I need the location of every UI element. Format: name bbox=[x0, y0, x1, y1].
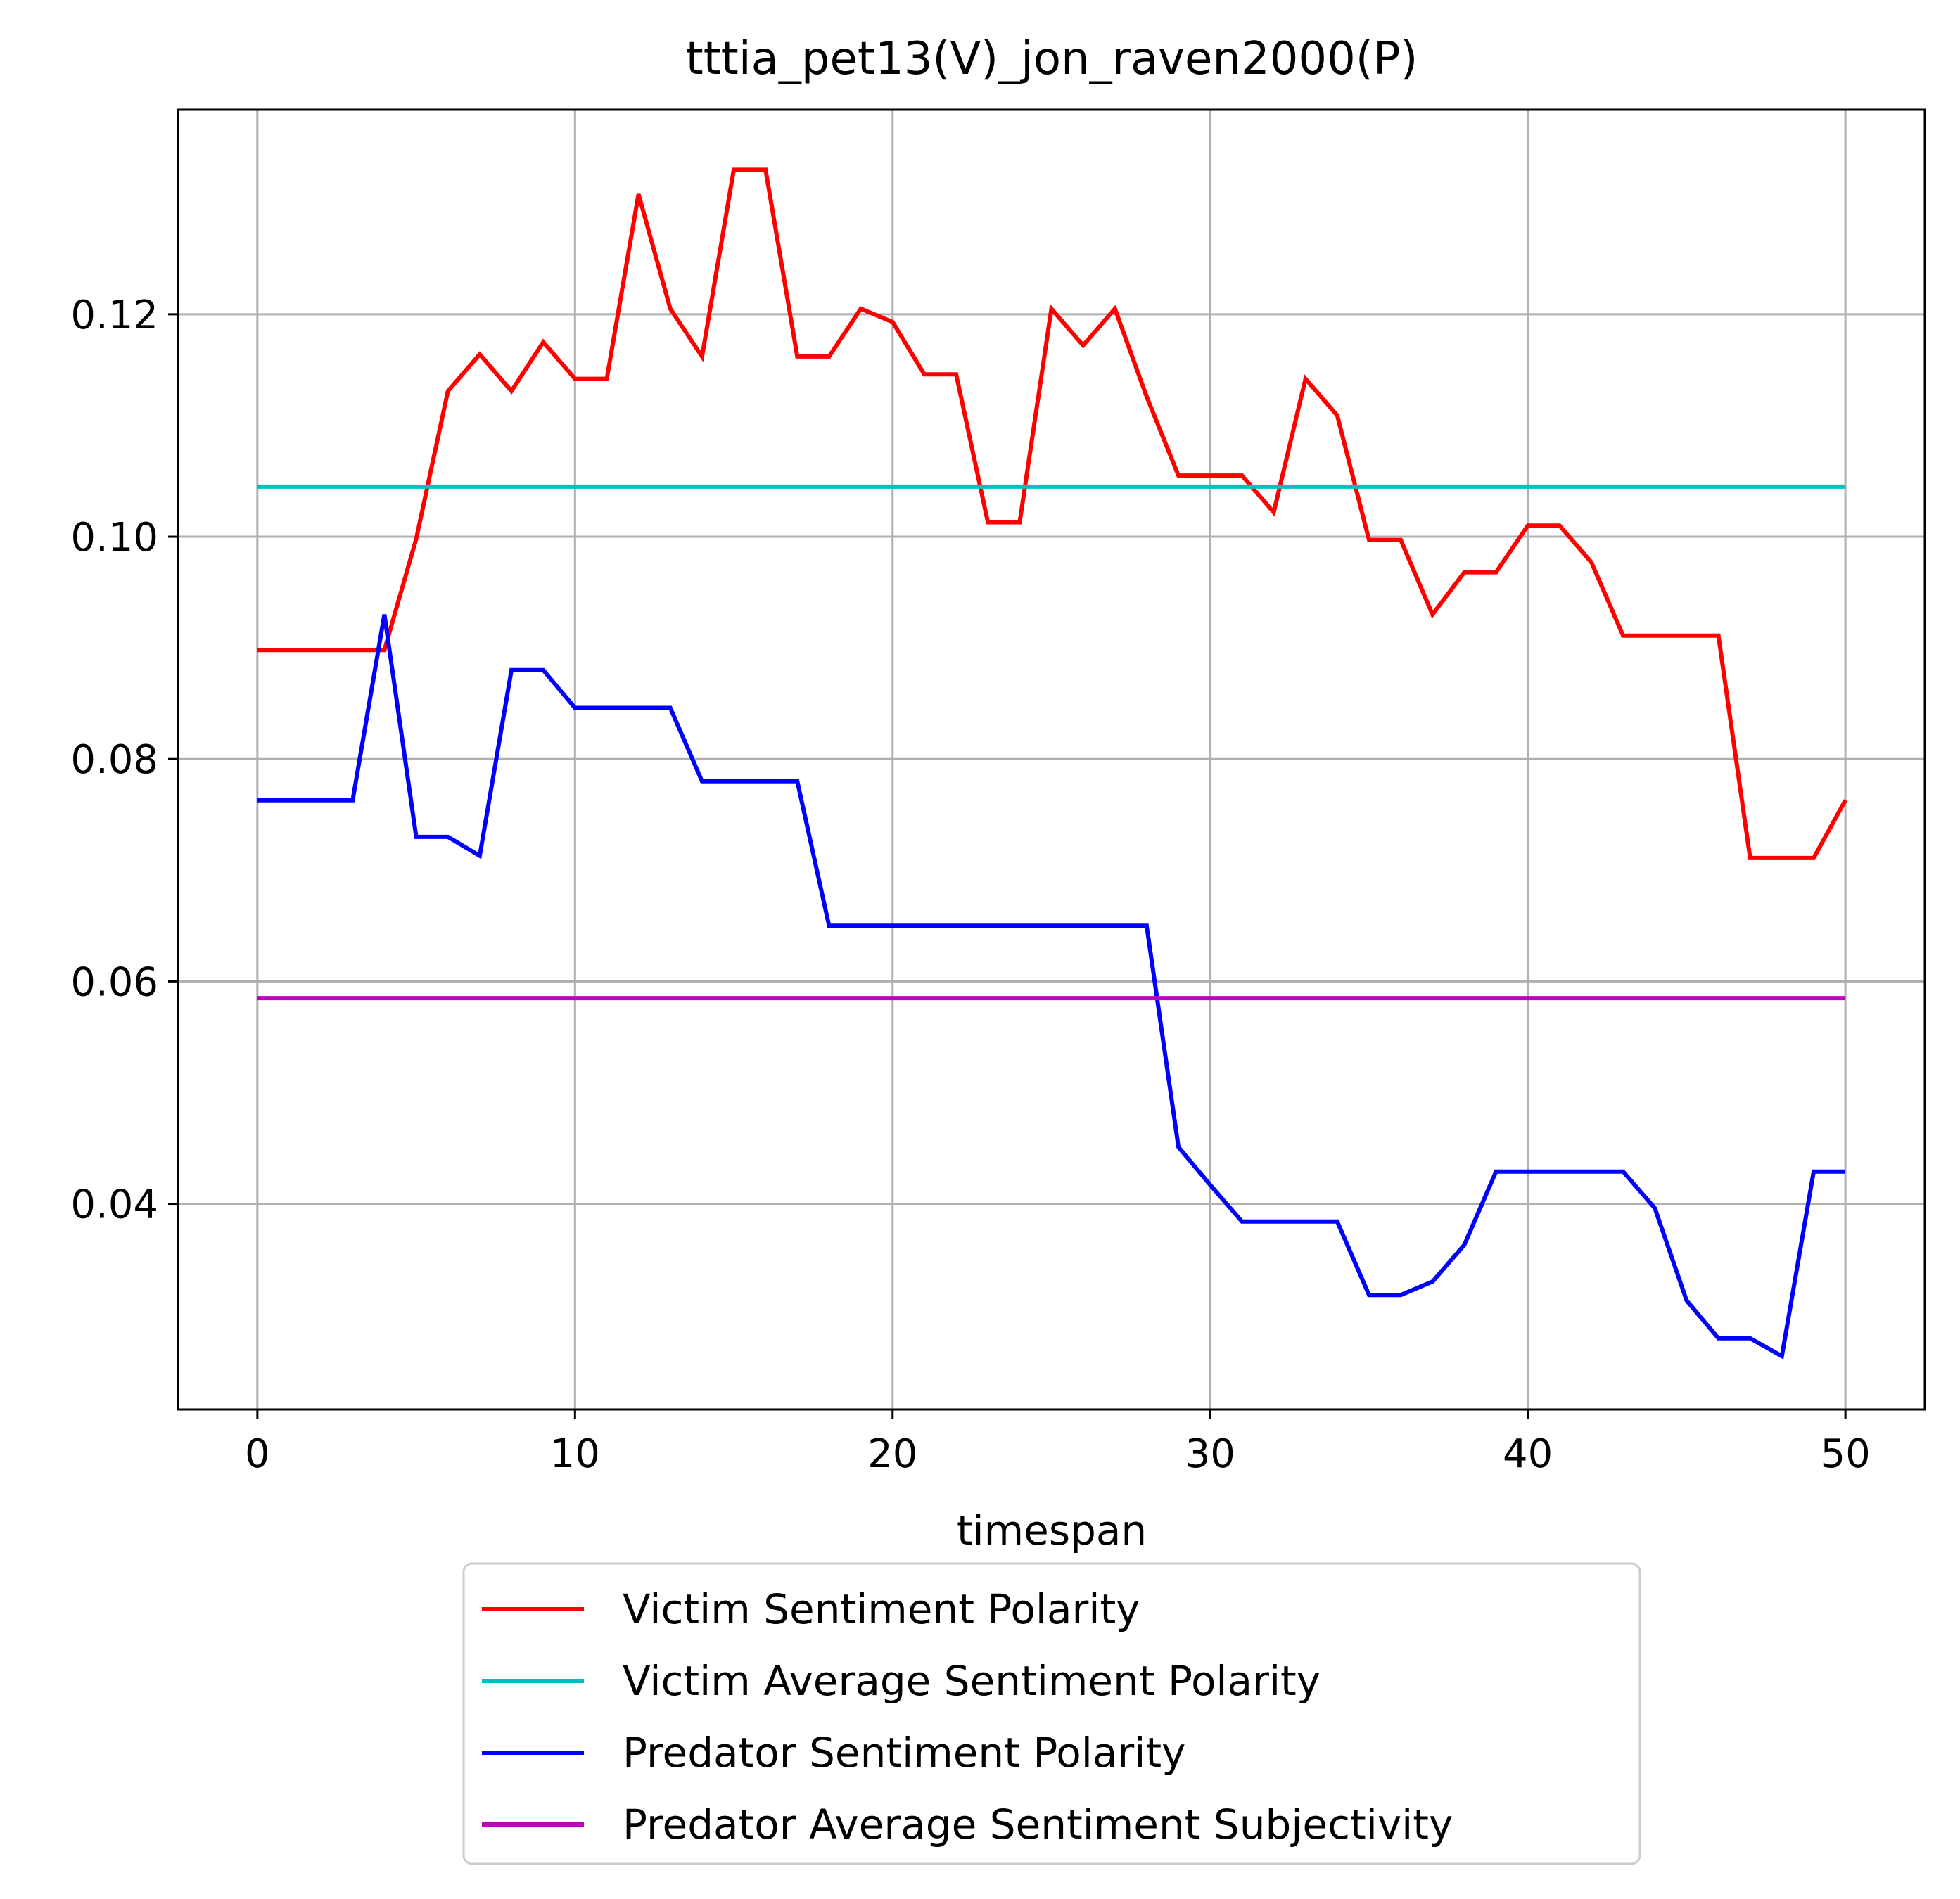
chart-title: tttia_pet13(V)_jon_raven2000(P) bbox=[686, 33, 1418, 85]
x-tick-label: 30 bbox=[1185, 1431, 1235, 1477]
y-tick-label: 0.10 bbox=[70, 515, 158, 561]
x-tick-label: 0 bbox=[245, 1431, 270, 1477]
x-tick-label: 10 bbox=[550, 1431, 600, 1477]
legend-items: Victim Sentiment Polarity Victim Average … bbox=[482, 1585, 1453, 1848]
x-tick-label: 50 bbox=[1821, 1431, 1871, 1477]
y-tick-label: 0.08 bbox=[70, 737, 158, 783]
legend: Victim Sentiment Polarity Victim Average … bbox=[462, 1562, 1641, 1865]
x-tick-label: 20 bbox=[867, 1431, 917, 1477]
x-axis-label: timespan bbox=[957, 1507, 1147, 1554]
series-line-3 bbox=[257, 614, 1846, 1360]
y-axis-ticks: 0.04 0.06 0.08 0.10 0.12 bbox=[70, 293, 178, 1228]
x-tick-label: 40 bbox=[1503, 1431, 1553, 1477]
legend-label: Victim Sentiment Polarity bbox=[623, 1585, 1140, 1633]
legend-frame bbox=[462, 1562, 1641, 1865]
y-tick-label: 0.06 bbox=[70, 959, 158, 1005]
legend-label: Predator Average Sentiment Subjectivity bbox=[623, 1801, 1453, 1848]
y-tick-label: 0.04 bbox=[70, 1182, 158, 1228]
series-line-1 bbox=[257, 167, 1847, 860]
y-tick-label: 0.12 bbox=[70, 293, 158, 338]
legend-label: Predator Sentiment Polarity bbox=[623, 1729, 1185, 1777]
legend-label: Victim Average Sentiment Polarity bbox=[623, 1657, 1321, 1705]
x-axis-ticks: 0 10 20 30 40 50 bbox=[245, 1409, 1871, 1477]
series-lines bbox=[257, 167, 1847, 1360]
